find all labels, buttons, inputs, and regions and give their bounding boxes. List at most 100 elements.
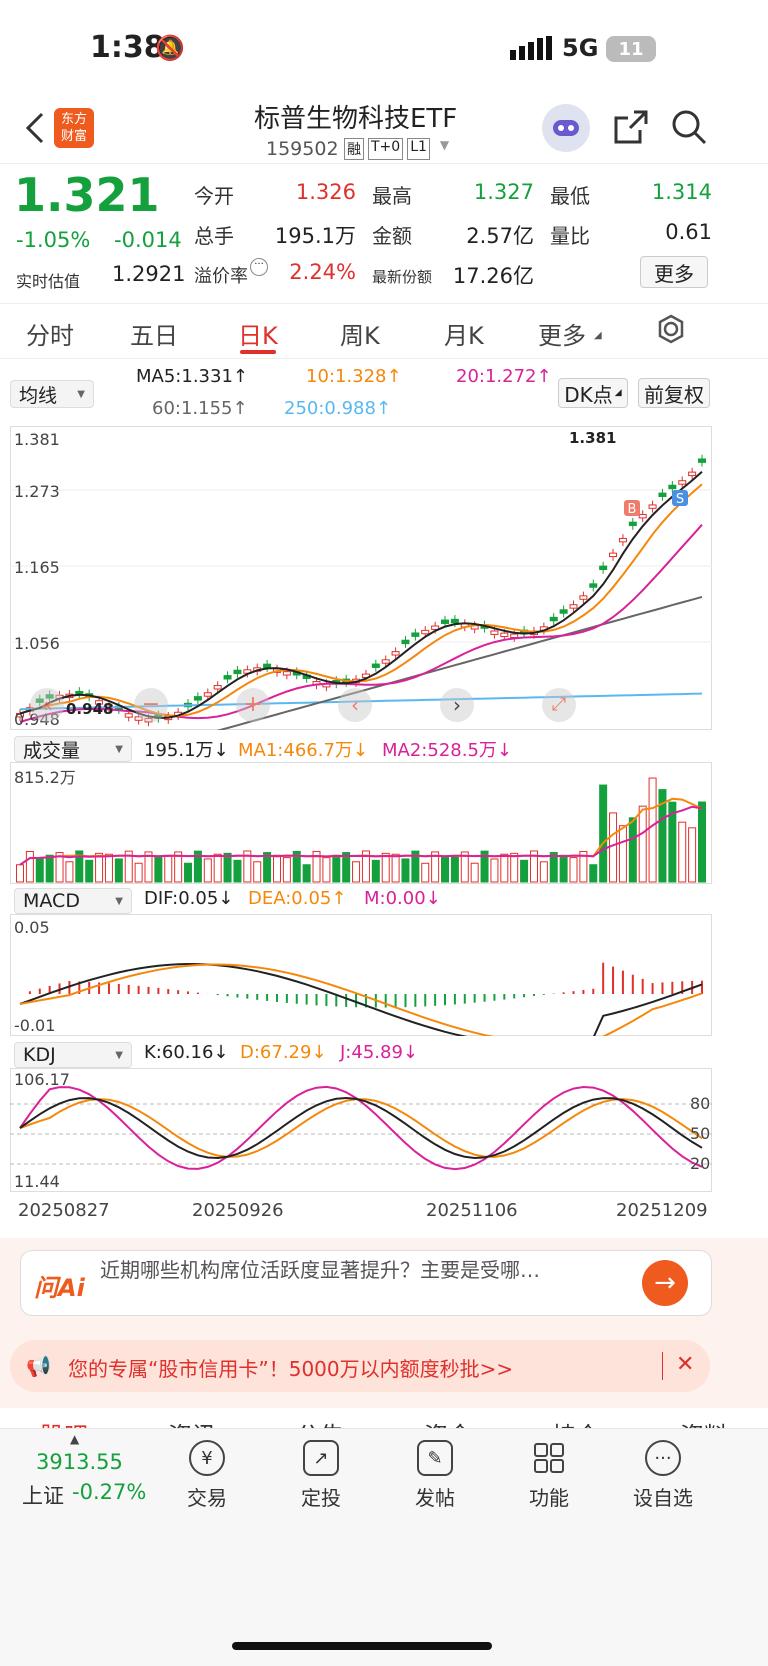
caret-up-icon: ▲	[70, 1432, 80, 1446]
volume-bar	[65, 861, 74, 883]
nav-trade[interactable]: ¥ 交易	[152, 1440, 262, 1511]
candle	[569, 604, 578, 609]
kdj-y-top: 106.17	[14, 1070, 70, 1089]
open-value: 1.326	[295, 180, 356, 204]
nav-invest[interactable]: ↗ 定投	[266, 1440, 376, 1511]
tab-news[interactable]: 资讯	[168, 1416, 216, 1428]
ai-question-box[interactable]	[20, 1250, 712, 1316]
macd-dif-legend: DIF:0.05↓	[144, 888, 234, 909]
candle	[223, 675, 232, 680]
buy-marker[interactable]	[624, 500, 640, 516]
divider	[0, 358, 768, 359]
ma-selector[interactable]: 均线 ▼	[10, 380, 94, 408]
low-value: 1.314	[651, 180, 712, 204]
volume-bar	[233, 859, 242, 883]
amount-label: 金额	[372, 224, 412, 248]
tab-weekly-k[interactable]: 周K	[340, 322, 380, 350]
candle	[688, 471, 697, 477]
low-mark: 0.948	[66, 700, 113, 718]
divider	[0, 163, 768, 164]
tab-intraday[interactable]: 分时	[26, 322, 74, 350]
candle	[628, 521, 637, 527]
nav-watchlist[interactable]: ··· 设自选	[608, 1440, 718, 1511]
arrow-right-icon[interactable]: →	[642, 1260, 688, 1306]
candle	[559, 609, 568, 614]
stock-title[interactable]: 标普生物科技ETF	[254, 104, 458, 134]
volume-bar	[450, 855, 459, 883]
scroll-left-fast-icon[interactable]: «	[30, 688, 64, 722]
kdj-selector[interactable]: KDJ ▼	[14, 1042, 132, 1068]
tab-five-day[interactable]: 五日	[130, 322, 178, 350]
scroll-right-icon[interactable]: ›	[440, 688, 474, 722]
volume-bar	[322, 857, 331, 883]
credit-banner[interactable]	[10, 1340, 710, 1392]
candle	[500, 632, 509, 638]
tab-daily-k[interactable]: 日K	[238, 322, 278, 350]
robot-avatar-icon[interactable]	[542, 104, 590, 152]
gear-icon[interactable]	[656, 314, 686, 348]
close-icon[interactable]: ✕	[676, 1352, 695, 1377]
macd-selector[interactable]: MACD ▼	[14, 888, 132, 914]
dk-point-button[interactable]: DK点 ◢	[558, 378, 628, 408]
volume-bar	[104, 853, 113, 883]
search-icon[interactable]	[670, 108, 708, 150]
nav-post[interactable]: ✎ 发帖	[380, 1440, 490, 1511]
volume-bar	[114, 858, 123, 883]
caret-down-icon[interactable]: ▼	[439, 138, 450, 152]
tab-forum[interactable]: 股吧	[40, 1416, 88, 1428]
more-info-icon[interactable]: ···	[250, 258, 268, 276]
tab-holdings[interactable]: 持仓	[552, 1416, 600, 1428]
volume-selector[interactable]: 成交量 ▼	[14, 736, 132, 762]
tab-funds[interactable]: 资金	[424, 1416, 472, 1428]
candle	[599, 565, 608, 571]
volume-bar	[292, 850, 301, 883]
caret-down-icon: ◢	[594, 330, 602, 341]
content-tabs: 股吧 资讯 公告 资金 持仓 资料	[0, 1410, 768, 1428]
volume-bar	[539, 861, 548, 883]
shares-value: 17.26亿	[452, 264, 534, 288]
macd-dea-legend: DEA:0.05↑	[248, 888, 347, 909]
nav-trade-label: 交易	[187, 1486, 227, 1510]
sell-marker[interactable]	[672, 490, 688, 506]
volume-bar	[391, 853, 400, 883]
candle	[638, 513, 647, 519]
share-icon[interactable]	[612, 108, 650, 150]
volume-bar	[401, 858, 410, 883]
ma10-legend: 10:1.328↑	[306, 366, 402, 387]
candle	[450, 618, 459, 624]
volume-bar	[223, 852, 232, 883]
kline-chart[interactable]: B S 1.381 0.948	[10, 426, 712, 730]
tab-notice[interactable]: 公告	[296, 1416, 344, 1428]
candle	[203, 692, 212, 697]
nav-functions[interactable]: 功能	[494, 1440, 604, 1511]
badge-group: 融 T+0 L1 ▼	[344, 138, 449, 160]
more-dots-icon: ···	[645, 1440, 681, 1476]
tab-monthly-k[interactable]: 月K	[444, 322, 484, 350]
volume-bar	[510, 852, 519, 883]
scroll-left-icon[interactable]: ‹	[338, 688, 372, 722]
more-button[interactable]: 更多	[640, 256, 708, 288]
nav-invest-label: 定投	[301, 1486, 341, 1510]
ma5-legend: MA5:1.331↑	[136, 366, 248, 387]
volume-bar	[441, 855, 450, 883]
zoom-out-icon[interactable]: −	[134, 688, 168, 722]
index-value[interactable]: 3913.55	[36, 1450, 123, 1474]
fullscreen-icon[interactable]: ⤢	[542, 688, 576, 722]
volume-chart	[10, 762, 712, 884]
caret-down-icon: ◢	[614, 388, 622, 398]
adjust-button[interactable]: 前复权	[638, 378, 710, 408]
tab-profile[interactable]: 资料	[680, 1416, 728, 1428]
candle	[35, 698, 44, 703]
caret-down-icon: ▼	[115, 1049, 123, 1061]
signal-icon	[510, 36, 552, 64]
candle	[618, 537, 627, 543]
volume-bar	[25, 850, 34, 883]
candle	[421, 629, 430, 635]
high-mark: 1.381	[569, 429, 616, 447]
back-icon[interactable]	[22, 110, 46, 155]
zoom-in-icon[interactable]: +	[236, 688, 270, 722]
volume-bar	[282, 857, 291, 883]
tab-more[interactable]: 更多	[538, 322, 586, 350]
candle	[193, 696, 202, 701]
candle	[648, 504, 657, 509]
